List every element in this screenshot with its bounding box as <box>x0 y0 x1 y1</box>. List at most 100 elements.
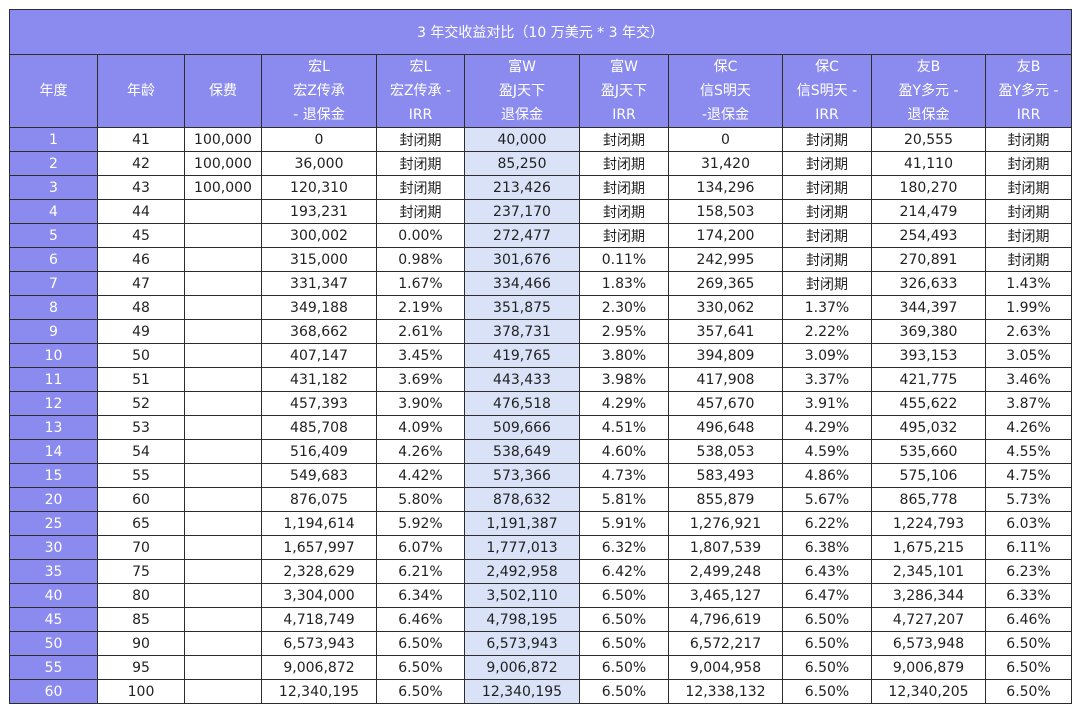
table-cell: 封闭期 <box>579 199 669 224</box>
table-cell: 3.91% <box>782 391 872 416</box>
table-cell: 1.67% <box>376 271 465 296</box>
table-cell: 封闭期 <box>984 175 1073 200</box>
column-header-line: 年龄 <box>127 83 155 99</box>
column-header-line: 信S明天 - <box>796 83 858 99</box>
table-cell <box>184 247 262 272</box>
table-cell: 封闭期 <box>782 271 872 296</box>
table-cell: 41,110 <box>871 151 986 176</box>
table-cell <box>184 295 262 320</box>
table-cell <box>184 583 262 608</box>
table-cell: 50 <box>9 631 98 656</box>
column-header-line: 宏Z传承 <box>293 83 345 99</box>
table-cell: 1,191,387 <box>464 511 580 536</box>
table-cell: 100,000 <box>184 127 262 152</box>
table-cell: 1.37% <box>782 295 872 320</box>
table-cell: 2,328,629 <box>261 559 377 584</box>
table-cell: 51 <box>97 367 185 392</box>
table-cell: 6.50% <box>984 631 1073 656</box>
table-cell: 1,194,614 <box>261 511 377 536</box>
table-cell <box>184 463 262 488</box>
table-cell: 12,340,195 <box>464 679 580 704</box>
table-cell: 2.30% <box>579 295 669 320</box>
table-cell: 2 <box>9 151 98 176</box>
table-cell: 4.59% <box>782 439 872 464</box>
table-row: 25 65 1,194,614 5.92% 1,191,387 5.91% 1,276,92… <box>9 511 1073 536</box>
table-cell: 573,366 <box>464 463 580 488</box>
table-cell: 4.26% <box>376 439 465 464</box>
table-cell: 0.98% <box>376 247 465 272</box>
table-cell: 0 <box>668 127 783 152</box>
column-header-line: 盈J天下 <box>600 83 648 99</box>
table-row: 8 48 349,188 2.19% 351,875 2.30% 330,062 1.37% 3… <box>9 295 1073 320</box>
table-row: 60 100 12,340,195 6.50% 12,340,195 6.50% 12,33… <box>9 679 1073 704</box>
table-cell: 5.67% <box>782 487 872 512</box>
table-cell: 40,000 <box>464 127 580 152</box>
table-cell: 4.29% <box>782 415 872 440</box>
table-cell: 14 <box>9 439 98 464</box>
table-cell: 12,338,132 <box>668 679 783 704</box>
table-cell: 封闭期 <box>579 127 669 152</box>
table-cell: 25 <box>9 511 98 536</box>
table-cell: 330,062 <box>668 295 783 320</box>
column-header-line: 友B <box>916 59 941 75</box>
table-cell: 5.80% <box>376 487 465 512</box>
column-header-line: IRR <box>1016 107 1041 123</box>
table-cell: 2,492,958 <box>464 559 580 584</box>
column-header-line: 信S明天 <box>700 83 751 99</box>
table-cell <box>184 559 262 584</box>
table-cell: 9,006,872 <box>261 655 377 680</box>
table-cell: 535,660 <box>871 439 986 464</box>
table-cell: 254,493 <box>871 223 986 248</box>
table-cell: 95 <box>97 655 185 680</box>
table-cell: 407,147 <box>261 343 377 368</box>
table-cell: 158,503 <box>668 199 783 224</box>
table-row: 10 50 407,147 3.45% 419,765 3.80% 394,809 3.09%… <box>9 343 1073 368</box>
column-header-line: 保费 <box>209 83 237 99</box>
table-cell: 457,670 <box>668 391 783 416</box>
table-cell: 49 <box>97 319 185 344</box>
table-cell: 4.09% <box>376 415 465 440</box>
table-cell: 417,908 <box>668 367 783 392</box>
table-cell: 1,807,539 <box>668 535 783 560</box>
table-cell: 60 <box>9 679 98 704</box>
table-cell <box>184 223 262 248</box>
table-cell: 6.50% <box>782 607 872 632</box>
table-cell: 20,555 <box>871 127 986 152</box>
table-cell: 1.99% <box>984 295 1073 320</box>
table-row: 20 60 876,075 5.80% 878,632 5.81% 855,879 5.67%… <box>9 487 1073 512</box>
table-cell: 4.60% <box>579 439 669 464</box>
column-header-line: IRR <box>612 107 636 123</box>
table-cell <box>184 631 262 656</box>
table-cell: 4 <box>9 199 98 224</box>
table-cell: 35 <box>9 559 98 584</box>
table-cell: 6,572,217 <box>668 631 783 656</box>
table-cell: 3.46% <box>984 367 1073 392</box>
table-cell: 214,479 <box>871 199 986 224</box>
table-cell: 855,879 <box>668 487 783 512</box>
table-cell: 443,433 <box>464 367 580 392</box>
table-cell: 6.50% <box>782 655 872 680</box>
table-cell: 9,004,958 <box>668 655 783 680</box>
table-cell: 6.23% <box>984 559 1073 584</box>
table-cell: 6.47% <box>782 583 872 608</box>
table-cell: 3,502,110 <box>464 583 580 608</box>
table-cell: 6.03% <box>984 511 1073 536</box>
table-cell: 270,891 <box>871 247 986 272</box>
table-cell: 368,662 <box>261 319 377 344</box>
table-cell: 封闭期 <box>782 127 872 152</box>
table-cell: 40 <box>9 583 98 608</box>
table-cell: 4.73% <box>579 463 669 488</box>
table-cell: 213,426 <box>464 175 580 200</box>
column-header-line: -退保金 <box>701 107 750 123</box>
table-cell <box>184 679 262 704</box>
column-header-line: 宏Z传承 - <box>389 83 452 99</box>
table-cell: 45 <box>97 223 185 248</box>
column-header: 年度 <box>9 54 98 128</box>
table-cell: 31,420 <box>668 151 783 176</box>
table-cell: 6 <box>9 247 98 272</box>
table-cell: 6.33% <box>984 583 1073 608</box>
table-row: 12 52 457,393 3.90% 476,518 4.29% 457,670 3.91%… <box>9 391 1073 416</box>
table-cell: 509,666 <box>464 415 580 440</box>
table-cell: 8 <box>9 295 98 320</box>
table-cell: 393,153 <box>871 343 986 368</box>
